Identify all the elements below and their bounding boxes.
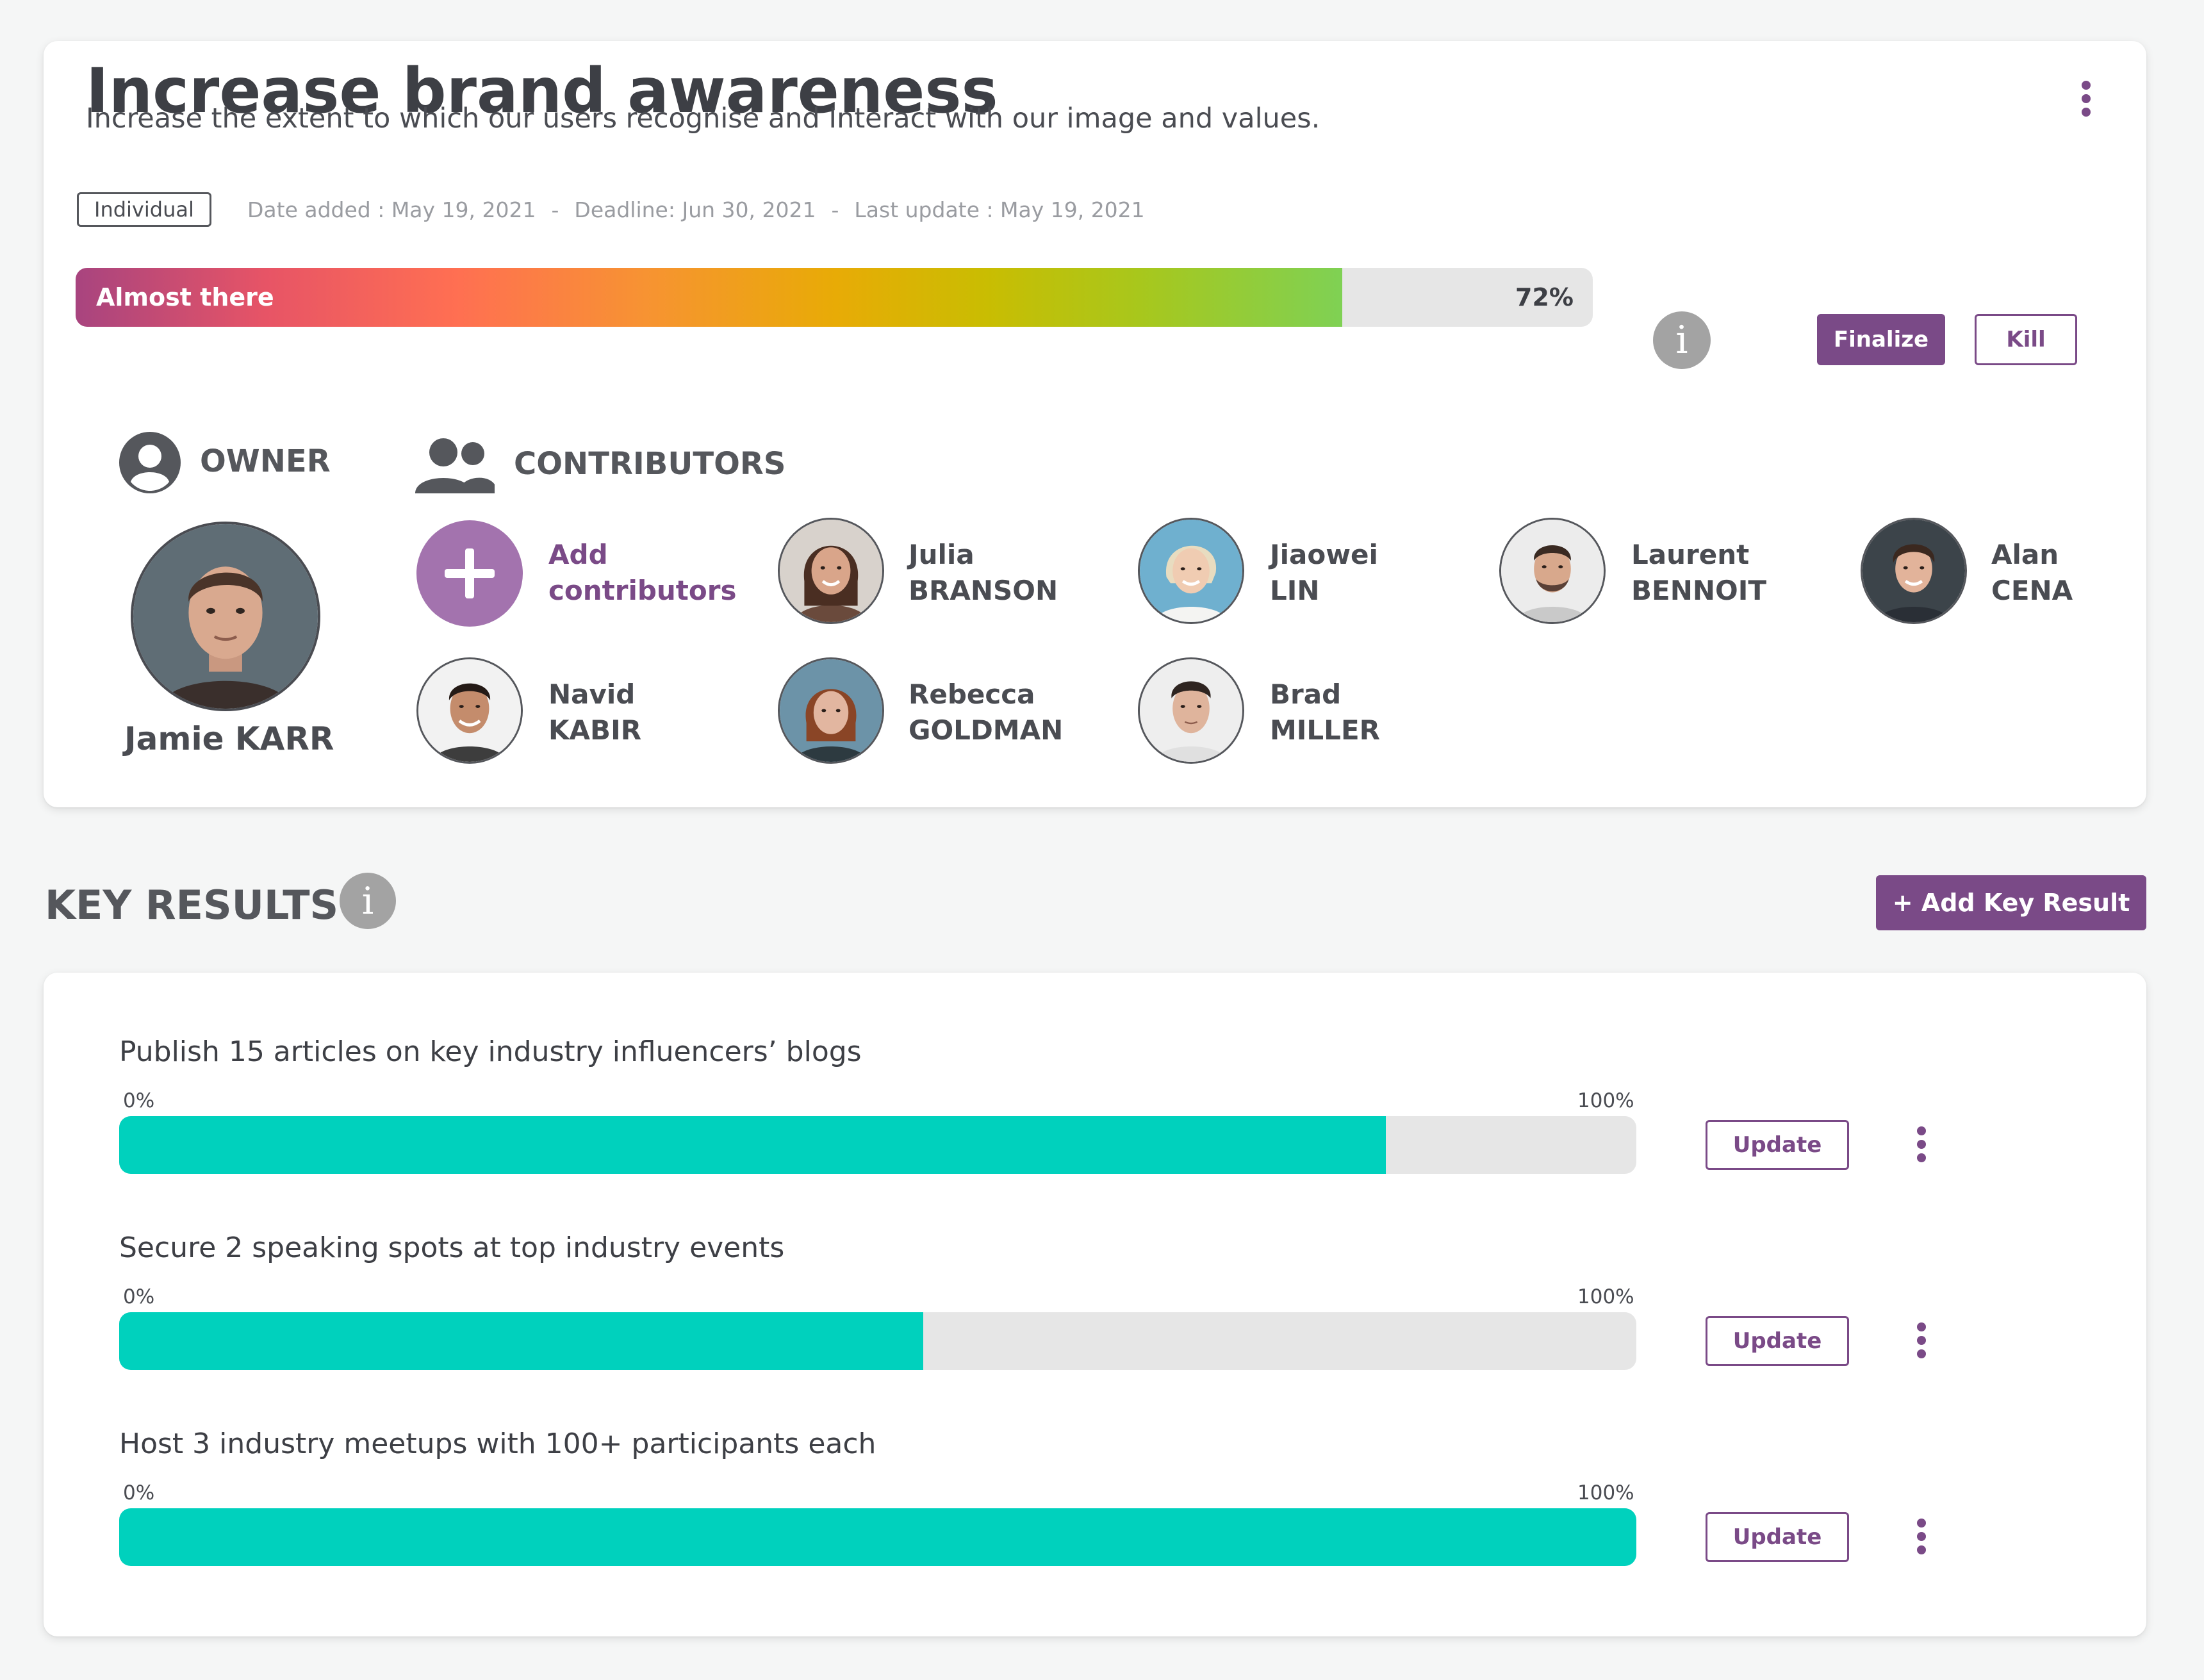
key-result-more-icon[interactable] bbox=[1914, 1322, 1929, 1358]
key-result-title: Secure 2 speaking spots at top industry … bbox=[119, 1231, 785, 1264]
contributor-name: Alan CENA bbox=[1991, 537, 2073, 609]
objective-title: Increase brand awareness bbox=[86, 55, 998, 127]
objective-more-icon[interactable] bbox=[2078, 81, 2094, 117]
contributors-section-label: CONTRIBUTORS bbox=[514, 446, 786, 482]
add-contributors-line1: Add bbox=[548, 539, 608, 570]
key-result-progress-fill bbox=[119, 1312, 924, 1370]
users-group-icon bbox=[415, 437, 496, 493]
key-result-max-label: 100% bbox=[1577, 1285, 1634, 1308]
key-result-more-icon[interactable] bbox=[1914, 1519, 1929, 1554]
last-update: Last update : May 19, 2021 bbox=[854, 197, 1145, 222]
contributor-avatar[interactable] bbox=[1138, 518, 1244, 624]
add-contributors-link[interactable]: Add contributors bbox=[548, 537, 736, 609]
contributor-avatar[interactable] bbox=[778, 518, 884, 624]
owner-section-label: OWNER bbox=[200, 443, 331, 479]
key-result-more-icon[interactable] bbox=[1914, 1126, 1929, 1162]
key-result-progress-bar bbox=[119, 1312, 1636, 1370]
update-button[interactable]: Update bbox=[1706, 1316, 1849, 1366]
contributor-name: Brad MILLER bbox=[1270, 677, 1380, 748]
objective-progress-percent: 72% bbox=[1515, 283, 1574, 311]
contributor-name: Laurent BENNOIT bbox=[1631, 537, 1766, 609]
key-result-progress-fill bbox=[119, 1508, 1636, 1566]
objective-type-tag: Individual bbox=[77, 192, 211, 227]
contributor-first-name: Brad bbox=[1270, 679, 1342, 710]
meta-separator: - bbox=[551, 197, 559, 222]
contributor-name: Julia BRANSON bbox=[909, 537, 1058, 609]
kill-button[interactable]: Kill bbox=[1975, 314, 2077, 365]
objective-progress-label: Almost there bbox=[96, 283, 274, 311]
owner-avatar[interactable] bbox=[131, 522, 320, 711]
key-result-progress-bar bbox=[119, 1508, 1636, 1566]
contributor-first-name: Alan bbox=[1991, 539, 2059, 570]
contributor-name: Jiaowei LIN bbox=[1270, 537, 1378, 609]
objective-description: Increase the extent to which our users r… bbox=[86, 103, 1320, 135]
contributor-avatar[interactable] bbox=[1499, 518, 1606, 624]
contributor-first-name: Laurent bbox=[1631, 539, 1750, 570]
contributor-avatar[interactable] bbox=[1861, 518, 1967, 624]
key-result-max-label: 100% bbox=[1577, 1481, 1634, 1504]
contributor-last-name: CENA bbox=[1991, 575, 2073, 606]
add-contributor-button[interactable] bbox=[416, 520, 523, 627]
contributor-last-name: MILLER bbox=[1270, 714, 1380, 746]
key-result-min-label: 0% bbox=[123, 1481, 155, 1504]
contributor-last-name: GOLDMAN bbox=[909, 714, 1064, 746]
key-result-min-label: 0% bbox=[123, 1285, 155, 1308]
info-icon[interactable]: i bbox=[1653, 311, 1711, 369]
contributor-avatar[interactable] bbox=[778, 657, 884, 764]
contributor-last-name: LIN bbox=[1270, 575, 1320, 606]
owner-name: Jamie KARR bbox=[124, 720, 334, 757]
add-key-result-button[interactable]: + Add Key Result bbox=[1876, 875, 2146, 930]
contributor-first-name: Julia bbox=[909, 539, 975, 570]
contributor-name: Rebecca GOLDMAN bbox=[909, 677, 1063, 748]
contributor-last-name: BENNOIT bbox=[1631, 575, 1766, 606]
objective-progress-bar: Almost there 72% bbox=[76, 268, 1593, 327]
info-icon[interactable]: i bbox=[340, 873, 396, 929]
user-circle-icon bbox=[119, 432, 181, 493]
key-result-progress-bar bbox=[119, 1116, 1636, 1174]
contributor-first-name: Navid bbox=[548, 679, 636, 710]
key-result-min-label: 0% bbox=[123, 1089, 155, 1112]
contributor-avatar[interactable] bbox=[1138, 657, 1244, 764]
contributor-first-name: Jiaowei bbox=[1270, 539, 1378, 570]
update-button[interactable]: Update bbox=[1706, 1512, 1849, 1562]
objective-card bbox=[44, 41, 2146, 807]
finalize-button[interactable]: Finalize bbox=[1817, 314, 1945, 365]
deadline: Deadline: Jun 30, 2021 bbox=[574, 197, 816, 222]
date-added: Date added : May 19, 2021 bbox=[247, 197, 536, 222]
contributor-avatar[interactable] bbox=[416, 657, 523, 764]
update-button[interactable]: Update bbox=[1706, 1120, 1849, 1170]
objective-meta: Date added : May 19, 2021- Deadline: Jun … bbox=[247, 197, 1145, 222]
objective-progress-fill bbox=[76, 268, 1343, 327]
meta-separator: - bbox=[831, 197, 839, 222]
key-results-title: KEY RESULTS bbox=[45, 882, 339, 928]
contributor-first-name: Rebecca bbox=[909, 679, 1035, 710]
key-result-title: Publish 15 articles on key industry infl… bbox=[119, 1035, 862, 1068]
key-result-title: Host 3 industry meetups with 100+ partic… bbox=[119, 1428, 876, 1460]
contributor-name: Navid KABIR bbox=[548, 677, 641, 748]
add-contributors-line2: contributors bbox=[548, 575, 737, 606]
key-result-progress-fill bbox=[119, 1116, 1386, 1174]
key-result-max-label: 100% bbox=[1577, 1089, 1634, 1112]
contributor-last-name: BRANSON bbox=[909, 575, 1058, 606]
contributor-last-name: KABIR bbox=[548, 714, 642, 746]
